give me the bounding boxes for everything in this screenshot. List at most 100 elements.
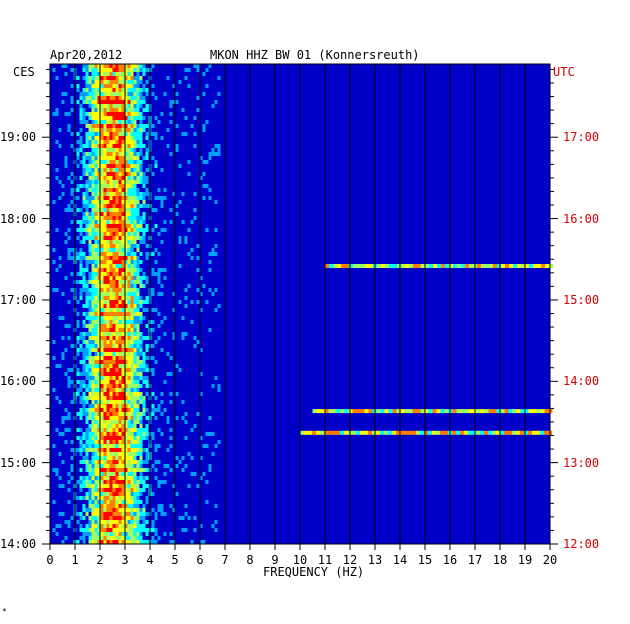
heat-cell [211,452,215,456]
heat-cell [85,396,89,400]
heat-cell [82,120,86,124]
heat-cell [67,428,71,432]
heat-cell [118,324,122,328]
heat-cell [58,316,62,320]
heat-cell [214,520,218,524]
heat-cell [85,220,89,224]
heat-cell [103,224,107,228]
heat-cell [85,508,89,512]
heat-cell [91,276,95,280]
heat-cell [97,232,101,236]
heat-cell [124,356,128,360]
heat-cell [124,96,128,100]
heat-cell [133,168,137,172]
heat-cell [130,420,134,424]
heat-cell [118,204,122,208]
heat-cell [82,184,86,188]
heat-cell [103,308,107,312]
heat-cell [100,276,104,280]
heat-cell [121,452,125,456]
narrow-line-cell [484,430,488,435]
heat-cell [124,88,128,92]
heat-cell [130,500,134,504]
heat-cell [82,332,86,336]
heat-cell [106,292,110,296]
heat-cell [94,536,98,540]
left-y-tick-label: 16:00 [0,374,37,389]
heat-cell [70,220,74,224]
x-tick-label: 11 [317,553,333,567]
heat-cell [151,404,155,408]
heat-cell [184,132,188,136]
heat-cell [136,228,140,232]
heat-cell [67,376,71,380]
heat-cell [109,292,113,296]
heat-cell [208,188,212,192]
heat-cell [199,456,203,460]
heat-cell [127,308,131,312]
narrow-line-cell [356,409,361,414]
heat-cell [79,476,83,480]
heat-cell [97,456,101,460]
heat-cell [175,124,179,128]
heat-cell [94,368,98,372]
heat-cell [130,316,134,320]
heat-cell [160,136,164,140]
heat-cell [67,248,71,252]
heat-cell [97,252,101,256]
heat-cell [115,396,119,400]
heat-cell [124,292,128,296]
heat-cell [142,308,146,312]
heat-cell [199,540,203,544]
heat-cell [118,528,122,532]
heat-cell [100,216,104,220]
heat-cell [97,132,101,136]
heat-cell [187,68,191,72]
heat-cell [130,184,134,188]
heat-cell [97,384,101,388]
narrow-line-cell [389,264,393,268]
heat-cell [154,532,158,536]
heat-cell [109,504,113,508]
heat-cell [103,124,107,128]
heat-cell [91,68,95,72]
heat-cell [100,520,104,524]
heat-cell [133,252,137,256]
heat-cell [130,312,134,316]
heat-cell [52,260,56,264]
heat-cell [142,72,146,76]
heat-cell [181,220,185,224]
heat-cell [115,392,119,396]
heat-cell [139,228,143,232]
heat-cell [100,288,104,292]
narrow-line-cell [452,430,456,435]
heat-cell [112,252,116,256]
heat-cell [82,540,86,544]
heat-cell [130,392,134,396]
narrow-line-cell [376,430,380,435]
heat-cell [91,120,95,124]
heat-cell [139,300,143,304]
narrow-line-cell [329,264,333,268]
heat-cell [97,432,101,436]
heat-cell [127,364,131,368]
narrow-line-cell [436,430,440,435]
heat-cell [109,492,113,496]
heat-cell [139,432,143,436]
heat-cell [55,228,59,232]
heat-cell [94,292,98,296]
heat-cell [103,388,107,392]
heat-cell [109,408,113,412]
heat-cell [193,116,197,120]
heat-cell [100,212,104,216]
heat-cell [127,220,131,224]
heat-cell [106,304,110,308]
heat-cell [94,472,98,476]
narrow-line-cell [533,264,537,268]
heat-cell [100,124,104,128]
heat-cell [85,204,89,208]
heat-cell [79,112,83,116]
heat-cell [85,92,89,96]
heat-cell [130,456,134,460]
heat-cell [94,92,98,96]
